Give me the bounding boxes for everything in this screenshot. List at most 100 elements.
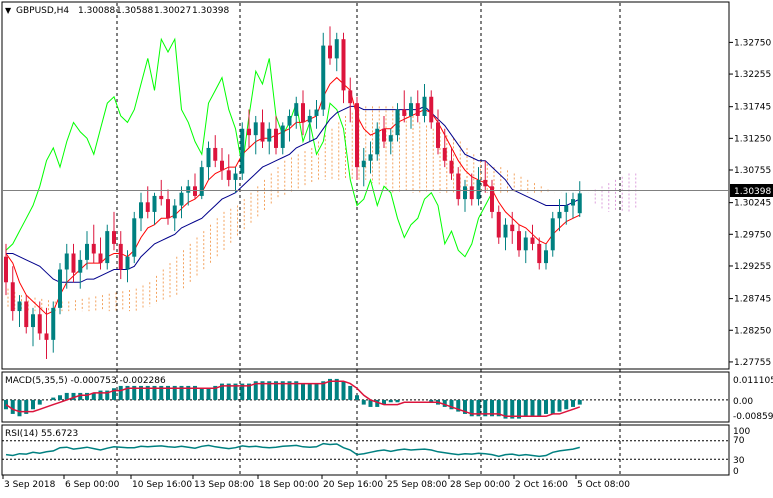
candle-body <box>287 115 292 126</box>
candle-body <box>523 237 528 251</box>
time-tick-label: 2 Oct 16:00 <box>515 480 568 490</box>
time-tick-label: 5 Oct 08:00 <box>577 480 630 490</box>
candle-body <box>476 179 481 200</box>
candle-body <box>51 307 56 340</box>
macd-level-top: 0.011105 <box>733 376 773 386</box>
candlesticks <box>4 26 582 360</box>
candle-body <box>469 186 474 200</box>
candle-body <box>274 128 278 148</box>
candle-body <box>159 195 164 200</box>
macd-pane-frame <box>1 371 730 423</box>
candle-body <box>456 173 461 200</box>
rsi-title: RSI(14) 55.6723 <box>5 429 78 439</box>
collapse-arrow-icon[interactable]: ▼ <box>5 6 12 15</box>
candle-body <box>118 243 123 270</box>
candle-body <box>4 256 8 283</box>
price-tick-label: 1.29750 <box>734 230 771 240</box>
candle-body <box>361 160 366 168</box>
time-tick-label: 13 Sep 08:00 <box>194 480 254 490</box>
symbol-label: GBPUSD,H4 <box>16 6 69 16</box>
time-axis[interactable]: 3 Sep 2018 6 Sep 00:00 10 Sep 16:00 13 Sep … <box>2 475 630 490</box>
candle-body <box>253 122 258 136</box>
candle-body <box>571 199 575 206</box>
candle-body <box>213 147 218 161</box>
price-axis[interactable]: 1.32750 1.32255 1.31745 1.31250 1.30755 1.302… <box>729 38 771 368</box>
rsi-level-100: 100 <box>733 427 750 437</box>
candle-body <box>37 314 42 334</box>
time-tick-label: 28 Sep 00:00 <box>450 480 510 490</box>
price-tick-label: 1.31250 <box>734 134 771 144</box>
ohlc-low: 1.30027 <box>154 6 191 16</box>
candle-body <box>247 128 251 136</box>
time-tick-label: 25 Sep 08:00 <box>387 480 447 490</box>
price-tick-label: 1.32750 <box>734 38 771 48</box>
candle-body <box>321 45 326 110</box>
macd-title: MACD(5,35,5) -0.000753 -0.002286 <box>5 376 166 386</box>
candle-body <box>530 237 535 244</box>
kijun-sen-line <box>6 105 581 283</box>
time-tick-label: 3 Sep 2018 <box>4 480 56 490</box>
macd-signal-line <box>5 380 581 418</box>
candle-body <box>199 167 204 196</box>
candle-body <box>422 96 427 116</box>
current-price-label: 1.30398 <box>734 187 771 197</box>
candle-body <box>409 103 413 116</box>
candle-body <box>172 205 177 219</box>
candle-body <box>220 160 224 171</box>
candle-body <box>139 202 143 219</box>
rsi-level-0: 0 <box>733 467 739 477</box>
candle-body <box>240 128 245 174</box>
candle-body <box>58 269 62 308</box>
ohlc-close: 1.30398 <box>192 6 229 16</box>
ichimoku-cloud <box>7 106 637 312</box>
price-tick-label: 1.30755 <box>734 166 771 176</box>
candle-body <box>463 186 467 200</box>
price-tick-label: 1.32255 <box>734 70 771 80</box>
candle-body <box>395 109 400 136</box>
candle-body <box>44 333 49 340</box>
price-tick-label: 1.31745 <box>734 103 771 113</box>
candle-body <box>98 253 103 264</box>
price-tick-label: 1.27755 <box>734 358 771 368</box>
candle-body <box>301 103 305 123</box>
candle-body <box>280 125 285 148</box>
candle-body <box>24 301 29 328</box>
current-price-badge <box>730 184 773 197</box>
price-tick-label: 1.29255 <box>734 262 771 272</box>
time-tick-label: 6 Sep 00:00 <box>65 480 120 490</box>
candle-body <box>442 147 447 161</box>
candle-body <box>91 243 96 254</box>
candle-body <box>145 202 150 212</box>
candle-body <box>193 186 197 196</box>
candle-body <box>226 170 231 180</box>
candle-body <box>415 103 420 116</box>
candle-body <box>483 179 488 187</box>
candle-body <box>375 128 380 155</box>
candle-body <box>85 243 89 260</box>
candle-body <box>179 192 184 206</box>
candle-body <box>510 224 515 232</box>
candle-body <box>132 218 137 257</box>
candle-body <box>17 301 22 312</box>
candle-body <box>429 96 434 123</box>
price-tick-label: 1.28250 <box>734 326 771 336</box>
macd-signal-polyline <box>5 380 581 418</box>
rsi-pane-frame <box>1 424 730 476</box>
candle-body <box>382 128 386 142</box>
rsi-grid <box>2 440 729 460</box>
ohlc-open: 1.30088 <box>78 6 115 16</box>
candle-body <box>260 122 265 142</box>
candle-body <box>544 250 548 264</box>
candle-body <box>206 147 211 168</box>
candle-body <box>71 253 76 273</box>
candle-body <box>557 211 562 219</box>
rsi-level-30: 30 <box>733 456 745 466</box>
candle-body <box>577 193 582 214</box>
candle-body <box>105 231 110 264</box>
candle-body <box>186 186 191 193</box>
candle-body <box>125 256 130 270</box>
candle-body <box>152 195 157 212</box>
candle-body <box>348 90 353 104</box>
